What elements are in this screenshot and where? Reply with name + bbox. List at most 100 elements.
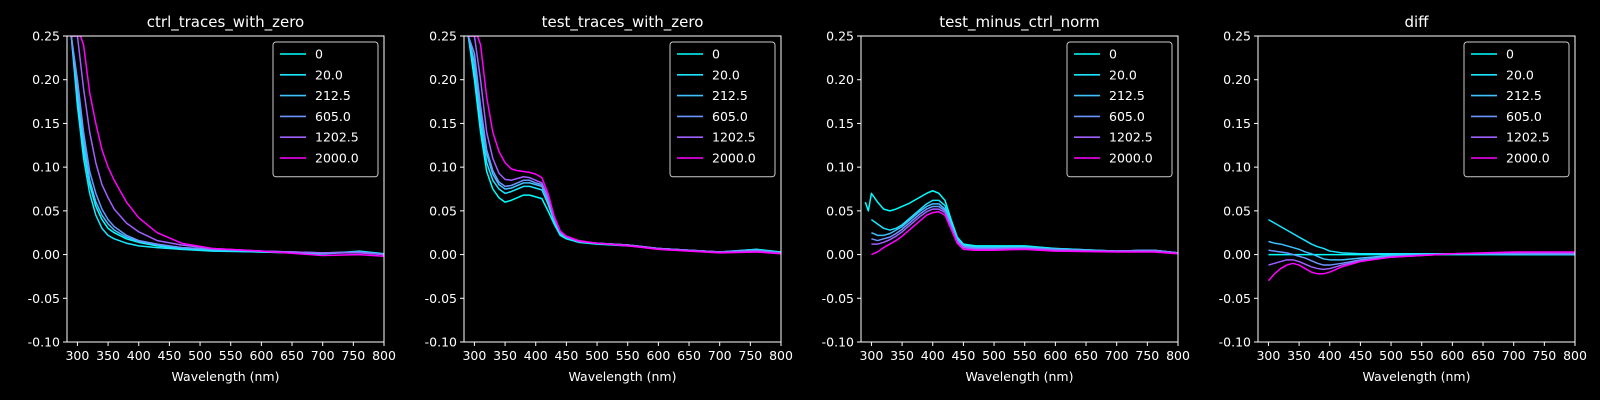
x-tick-label: 800 bbox=[769, 348, 793, 363]
legend: 0 20.0 212.5 605.0 1202.5 2000.0 bbox=[272, 41, 379, 178]
legend: 0 20.0 212.5 605.0 1202.5 2000.0 bbox=[669, 41, 776, 178]
x-axis-label: Wavelength (nm) bbox=[172, 369, 280, 384]
x-tick-label: 650 bbox=[1471, 348, 1495, 363]
x-tick-label: 400 bbox=[921, 348, 945, 363]
chart-title: ctrl_traces_with_zero bbox=[147, 13, 304, 32]
y-tick-label: 0.25 bbox=[32, 29, 60, 44]
x-tick-label: 350 bbox=[96, 348, 120, 363]
legend-label: 2000.0 bbox=[712, 151, 756, 166]
x-tick-label: 800 bbox=[1563, 348, 1587, 363]
legend: 0 20.0 212.5 605.0 1202.5 2000.0 bbox=[1463, 41, 1570, 178]
legend-label: 2000.0 bbox=[1506, 151, 1550, 166]
legend-label: 605.0 bbox=[1506, 109, 1542, 124]
x-tick-label: 450 bbox=[157, 348, 181, 363]
legend-label: 20.0 bbox=[712, 67, 740, 82]
legend-label: 20.0 bbox=[1109, 67, 1137, 82]
x-tick-label: 550 bbox=[219, 348, 243, 363]
y-tick-label: 0.00 bbox=[1223, 247, 1251, 262]
x-tick-label: 550 bbox=[1013, 348, 1037, 363]
x-tick-label: 800 bbox=[372, 348, 396, 363]
legend-label: 1202.5 bbox=[1506, 130, 1550, 145]
y-tick-label: 0.20 bbox=[32, 72, 60, 87]
y-tick-label: 0.25 bbox=[1223, 29, 1251, 44]
legend-label: 1202.5 bbox=[712, 130, 756, 145]
x-tick-label: 500 bbox=[1379, 348, 1403, 363]
series-line-2000-0 bbox=[871, 210, 1178, 256]
y-tick-label: 0.15 bbox=[429, 116, 457, 131]
y-tick-label: -0.10 bbox=[425, 335, 457, 350]
y-tick-label: -0.10 bbox=[1219, 335, 1251, 350]
x-tick-label: 600 bbox=[1043, 348, 1067, 363]
series-line-0 bbox=[864, 190, 1178, 254]
panel-test-traces: test_traces_with_zero Wavelength (nm) 30… bbox=[425, 13, 793, 384]
x-tick-label: 300 bbox=[462, 348, 486, 363]
legend-label: 1202.5 bbox=[1109, 130, 1153, 145]
y-tick-label: 0.10 bbox=[1223, 160, 1251, 175]
y-tick-label: -0.05 bbox=[28, 291, 60, 306]
y-tick-label: -0.10 bbox=[28, 335, 60, 350]
x-tick-label: 400 bbox=[127, 348, 151, 363]
legend-label: 212.5 bbox=[1109, 88, 1145, 103]
x-tick-label: 750 bbox=[738, 348, 762, 363]
legend-label: 1202.5 bbox=[315, 130, 359, 145]
legend-box bbox=[669, 41, 776, 178]
y-tick-label: 0.15 bbox=[826, 116, 854, 131]
series-line-20-0 bbox=[870, 199, 1178, 254]
y-tick-label: -0.05 bbox=[425, 291, 457, 306]
legend-label: 20.0 bbox=[1506, 67, 1534, 82]
y-tick-label: 0.15 bbox=[32, 116, 60, 131]
y-tick-label: 0.00 bbox=[429, 247, 457, 262]
panel-diff: diff Wavelength (nm) 300 350 400 450 500 550 6… bbox=[1219, 13, 1587, 384]
y-tick-label: 0.15 bbox=[1223, 116, 1251, 131]
x-tick-label: 750 bbox=[341, 348, 365, 363]
panel-ctrl-traces: ctrl_traces_with_zero Wavelength (nm) 30… bbox=[28, 13, 396, 384]
y-tick-label: 0.10 bbox=[429, 160, 457, 175]
axes-frame bbox=[463, 35, 782, 343]
x-tick-label: 300 bbox=[859, 348, 883, 363]
legend-label: 605.0 bbox=[315, 109, 351, 124]
series-line-2000-0 bbox=[1267, 251, 1575, 282]
x-tick-label: 400 bbox=[1318, 348, 1342, 363]
x-tick-label: 350 bbox=[493, 348, 517, 363]
legend-label: 2000.0 bbox=[315, 151, 359, 166]
series-group bbox=[864, 190, 1178, 256]
y-tick-label: 0.25 bbox=[826, 29, 854, 44]
legend-label: 0 bbox=[712, 47, 720, 62]
legend-label: 605.0 bbox=[1109, 109, 1145, 124]
x-tick-label: 550 bbox=[616, 348, 640, 363]
x-tick-label: 450 bbox=[554, 348, 578, 363]
x-tick-label: 650 bbox=[1074, 348, 1098, 363]
legend-box bbox=[1463, 41, 1570, 178]
legend-label: 20.0 bbox=[315, 67, 343, 82]
series-group bbox=[70, 36, 384, 258]
series-line-2000-0 bbox=[468, 36, 781, 255]
y-tick-label: 0.20 bbox=[429, 72, 457, 87]
x-tick-label: 350 bbox=[1287, 348, 1311, 363]
x-tick-label: 700 bbox=[311, 348, 335, 363]
y-tick-label: 0.05 bbox=[429, 203, 457, 218]
chart-title: test_traces_with_zero bbox=[542, 13, 704, 32]
x-tick-label: 300 bbox=[1256, 348, 1280, 363]
series-line-605-0 bbox=[871, 205, 1178, 254]
legend-label: 212.5 bbox=[712, 88, 748, 103]
series-group bbox=[467, 36, 781, 255]
legend-label: 0 bbox=[1506, 47, 1514, 62]
legend-box bbox=[1066, 41, 1173, 178]
series-line-1202-5 bbox=[71, 36, 384, 256]
x-tick-label: 600 bbox=[1440, 348, 1464, 363]
x-tick-label: 500 bbox=[585, 348, 609, 363]
legend-label: 605.0 bbox=[712, 109, 748, 124]
x-tick-label: 700 bbox=[1105, 348, 1129, 363]
x-tick-label: 450 bbox=[951, 348, 975, 363]
y-tick-label: 0.10 bbox=[826, 160, 854, 175]
y-tick-label: -0.05 bbox=[1219, 291, 1251, 306]
y-tick-label: -0.05 bbox=[822, 291, 854, 306]
series-line-1202-5 bbox=[871, 208, 1178, 254]
legend-label: 212.5 bbox=[315, 88, 351, 103]
legend-label: 212.5 bbox=[1506, 88, 1542, 103]
x-tick-label: 500 bbox=[982, 348, 1006, 363]
x-tick-label: 550 bbox=[1410, 348, 1434, 363]
legend: 0 20.0 212.5 605.0 1202.5 2000.0 bbox=[1066, 41, 1173, 178]
y-tick-label: -0.10 bbox=[822, 335, 854, 350]
